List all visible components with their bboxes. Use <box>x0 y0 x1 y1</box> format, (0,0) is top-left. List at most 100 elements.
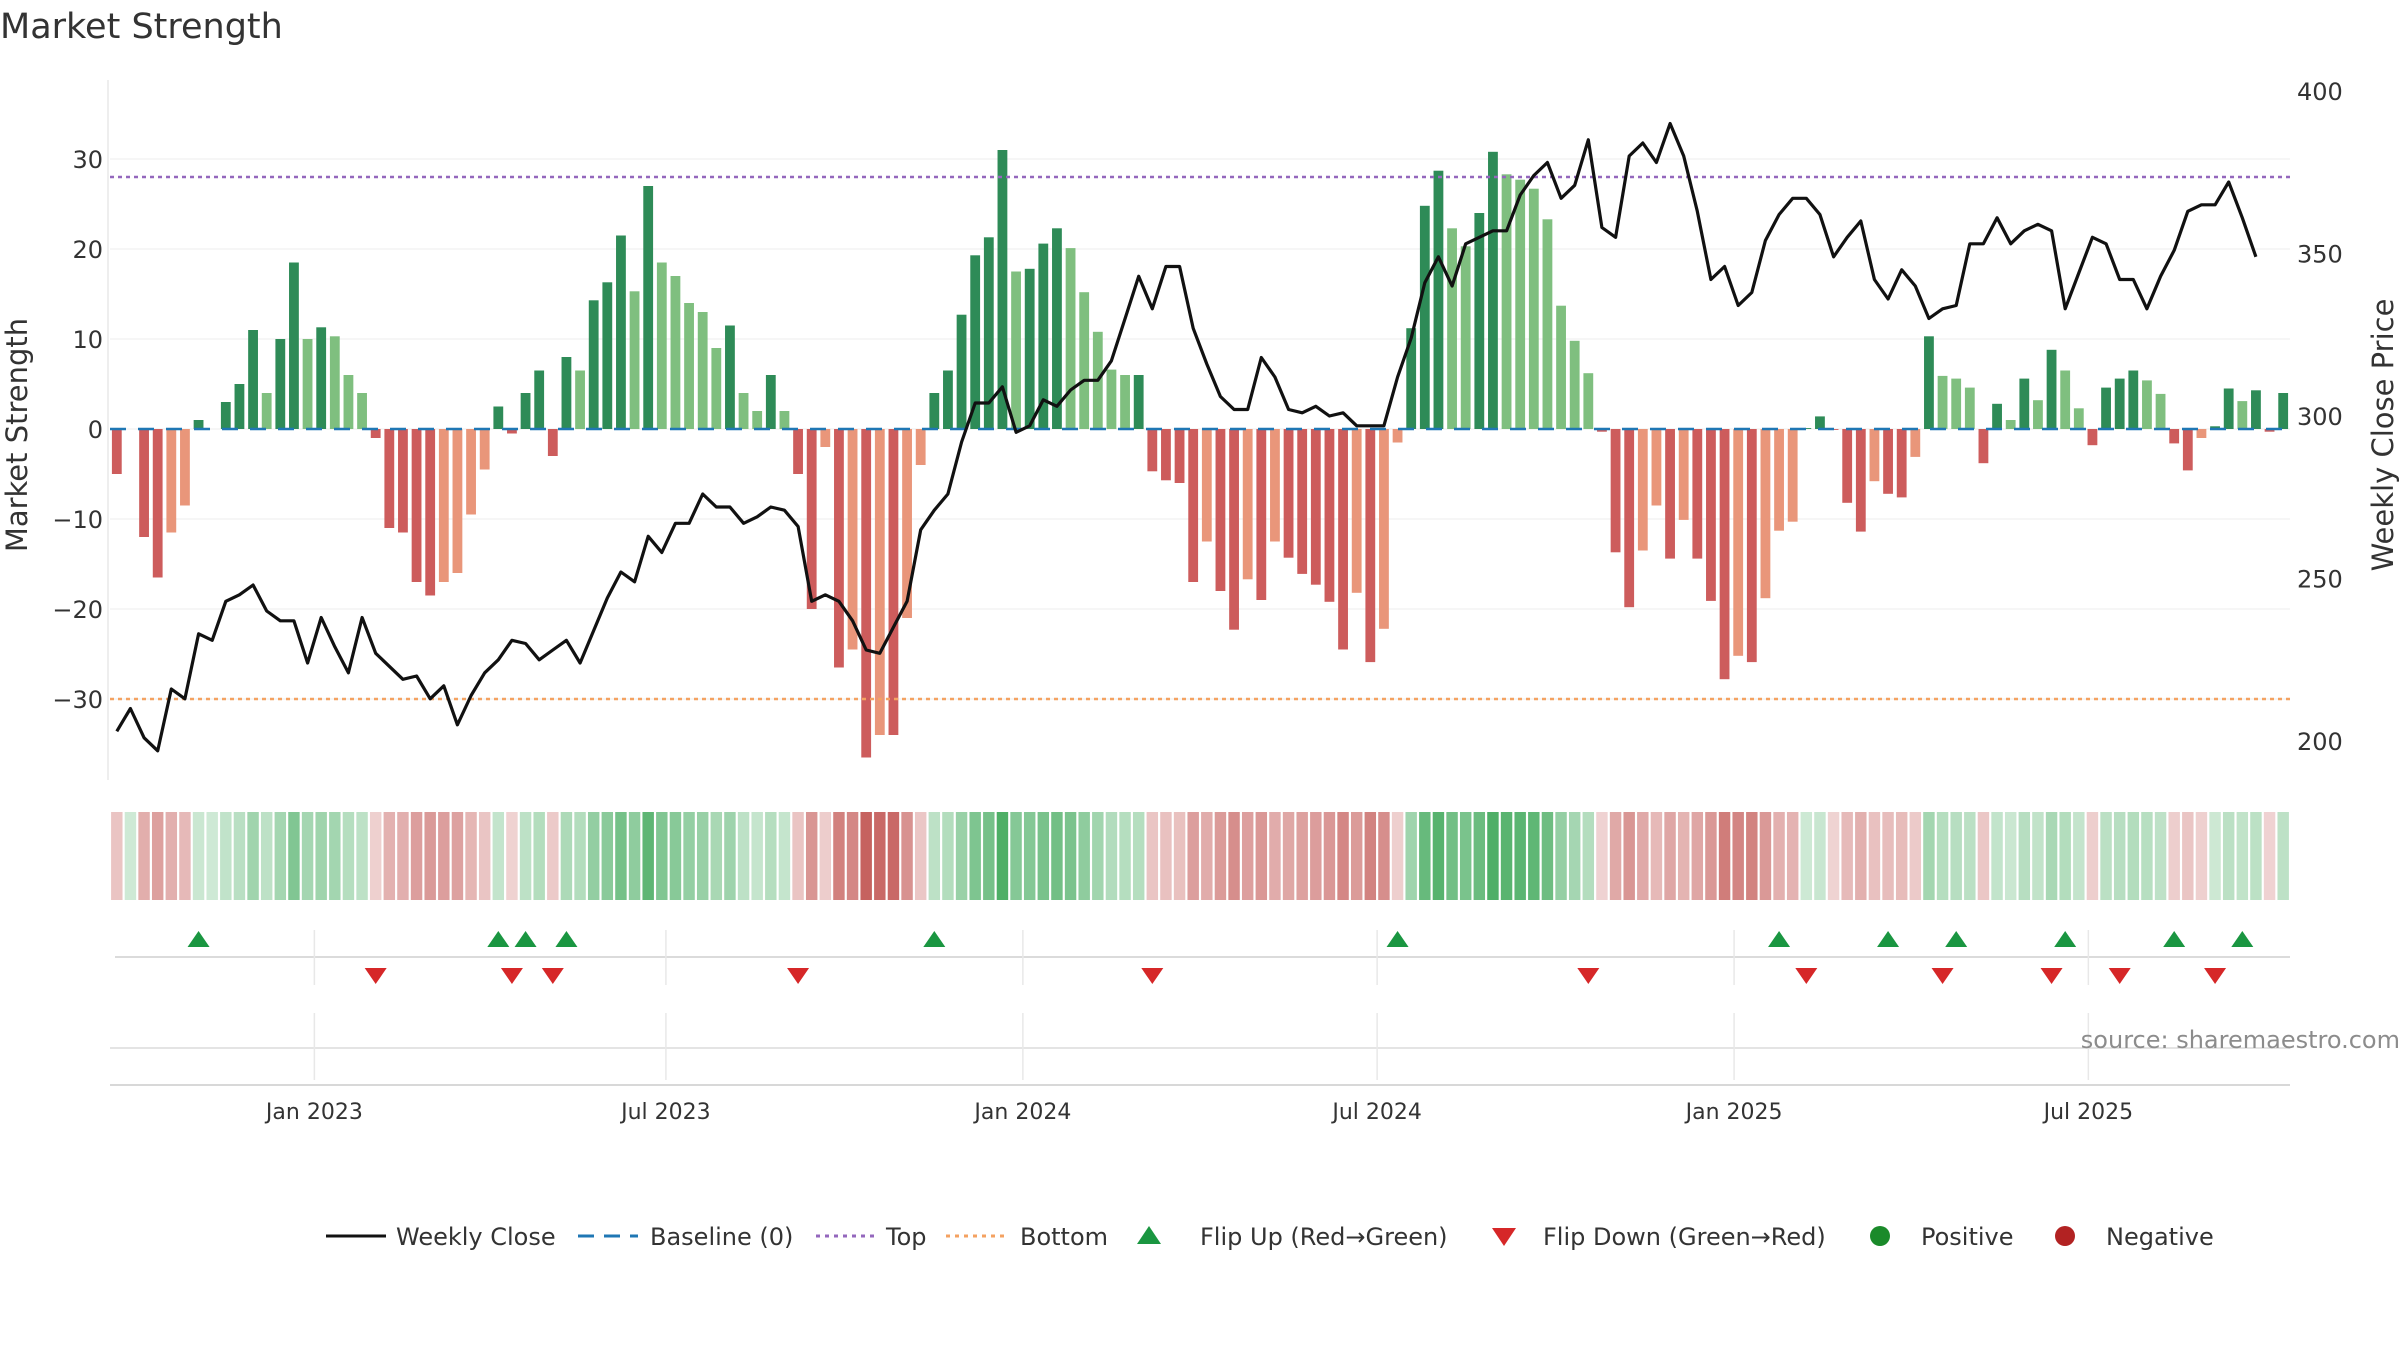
strength-bar <box>656 262 667 429</box>
strength-bar <box>1665 429 1675 559</box>
legend-top-label: Top <box>885 1223 927 1251</box>
y-tick-label: −10 <box>52 506 103 534</box>
strength-bar <box>1992 403 2002 429</box>
strength-bar <box>1024 268 1035 429</box>
strength-bar <box>1951 378 1962 429</box>
heat-cell <box>451 812 464 900</box>
heat-cell <box>2113 812 2126 900</box>
strength-bar <box>1106 369 1117 429</box>
flip-down-marker <box>541 968 564 984</box>
heat-cell <box>1323 812 1336 900</box>
heat-cell <box>1037 812 1050 900</box>
strength-bar <box>765 375 776 429</box>
heat-cell <box>805 812 818 900</box>
strength-bar <box>2278 393 2289 429</box>
strength-bar <box>684 303 694 429</box>
heat-cell <box>1732 812 1744 900</box>
strength-bar <box>316 327 327 429</box>
heat-cell <box>274 812 287 900</box>
chart-title: Market Strength <box>0 7 283 47</box>
strength-bar <box>1283 429 1294 558</box>
heat-cell <box>833 812 845 900</box>
heat-cell <box>1909 812 1922 900</box>
strength-bar <box>425 429 436 596</box>
heat-cell <box>656 812 668 900</box>
heat-cell <box>2168 812 2180 900</box>
heat-cell <box>1882 812 1894 900</box>
heat-cell <box>2045 812 2058 900</box>
heat-cell <box>1705 812 1717 900</box>
heat-strip <box>111 812 2289 900</box>
flip-down-marker <box>2040 968 2063 984</box>
strength-bar <box>1147 429 1158 472</box>
x-date-label: Jan 2024 <box>972 1100 1071 1125</box>
legend-negative-label: Negative <box>2106 1223 2214 1251</box>
strength-bar <box>1542 219 1553 429</box>
heat-cell <box>2222 812 2235 900</box>
price-line-layer <box>115 121 2258 753</box>
strength-bar <box>834 429 844 668</box>
heat-cell <box>1092 812 1104 900</box>
strength-bar <box>1242 429 1253 580</box>
strength-bar <box>193 420 204 429</box>
strength-bar <box>2033 400 2043 429</box>
strength-bar <box>1433 170 1444 429</box>
strength-bar <box>180 429 190 506</box>
flip-down-marker <box>1577 968 1600 984</box>
heat-cell <box>1964 812 1976 900</box>
heat-cell <box>315 812 327 900</box>
legend-baseline-label: Baseline (0) <box>650 1223 793 1251</box>
strength-bar <box>2155 393 2166 429</box>
strength-bar <box>1569 340 1580 429</box>
heat-cell <box>710 812 723 900</box>
strength-bar <box>738 393 749 429</box>
heat-cell <box>465 812 477 900</box>
heat-cell <box>846 812 859 900</box>
strength-bar <box>1692 429 1703 559</box>
heat-cell <box>438 812 450 900</box>
heat-cell <box>615 812 627 900</box>
strength-bar <box>248 330 258 429</box>
flip-down-marker <box>787 968 810 984</box>
strength-bar <box>1079 292 1090 429</box>
heat-cell <box>601 812 614 900</box>
legend-flip-up-label: Flip Up (Red→Green) <box>1200 1223 1448 1251</box>
strength-bar <box>2101 387 2111 429</box>
heat-cell <box>1936 812 1949 900</box>
strength-bar <box>1120 375 1130 429</box>
heat-cell <box>1078 812 1090 900</box>
heat-cell <box>2018 812 2031 900</box>
heat-cell <box>247 812 259 900</box>
strength-bar <box>1855 429 1866 532</box>
strength-bar <box>602 282 613 429</box>
strength-bar <box>547 429 558 456</box>
strength-bar <box>1637 429 1648 551</box>
heat-cell <box>2127 812 2140 900</box>
strength-bar <box>2237 401 2248 429</box>
strength-bar <box>466 429 476 515</box>
heat-cell <box>1255 812 1268 900</box>
strength-bar <box>1842 429 1853 503</box>
axes: 30 20 10 0 −10 −20 −30 400 350 300 250 200 Jan 2023 J… <box>52 78 2342 1125</box>
strength-bar <box>1528 188 1539 429</box>
y2-tick-label: 400 <box>2297 78 2343 106</box>
heat-cell <box>1119 812 1131 900</box>
strength-bar <box>1297 429 1308 574</box>
y-tick-label: 10 <box>72 326 103 354</box>
heat-cell <box>1023 812 1036 900</box>
flip-down-marker <box>364 968 387 984</box>
legend-flip-down-label: Flip Down (Green→Red) <box>1543 1223 1826 1251</box>
strength-bar <box>479 429 490 470</box>
y2-tick-label: 350 <box>2297 241 2343 269</box>
heat-cell <box>1855 812 1867 900</box>
heat-cell <box>1841 812 1853 900</box>
flip-down-marker <box>500 968 523 984</box>
heat-cell <box>1664 812 1676 900</box>
heat-cell <box>260 812 273 900</box>
heat-cell <box>1201 812 1213 900</box>
heat-cell <box>1214 812 1227 900</box>
heat-cell <box>587 812 600 900</box>
heat-cell <box>1637 812 1649 900</box>
heat-cell <box>1514 812 1526 900</box>
heat-cell <box>1432 812 1445 900</box>
